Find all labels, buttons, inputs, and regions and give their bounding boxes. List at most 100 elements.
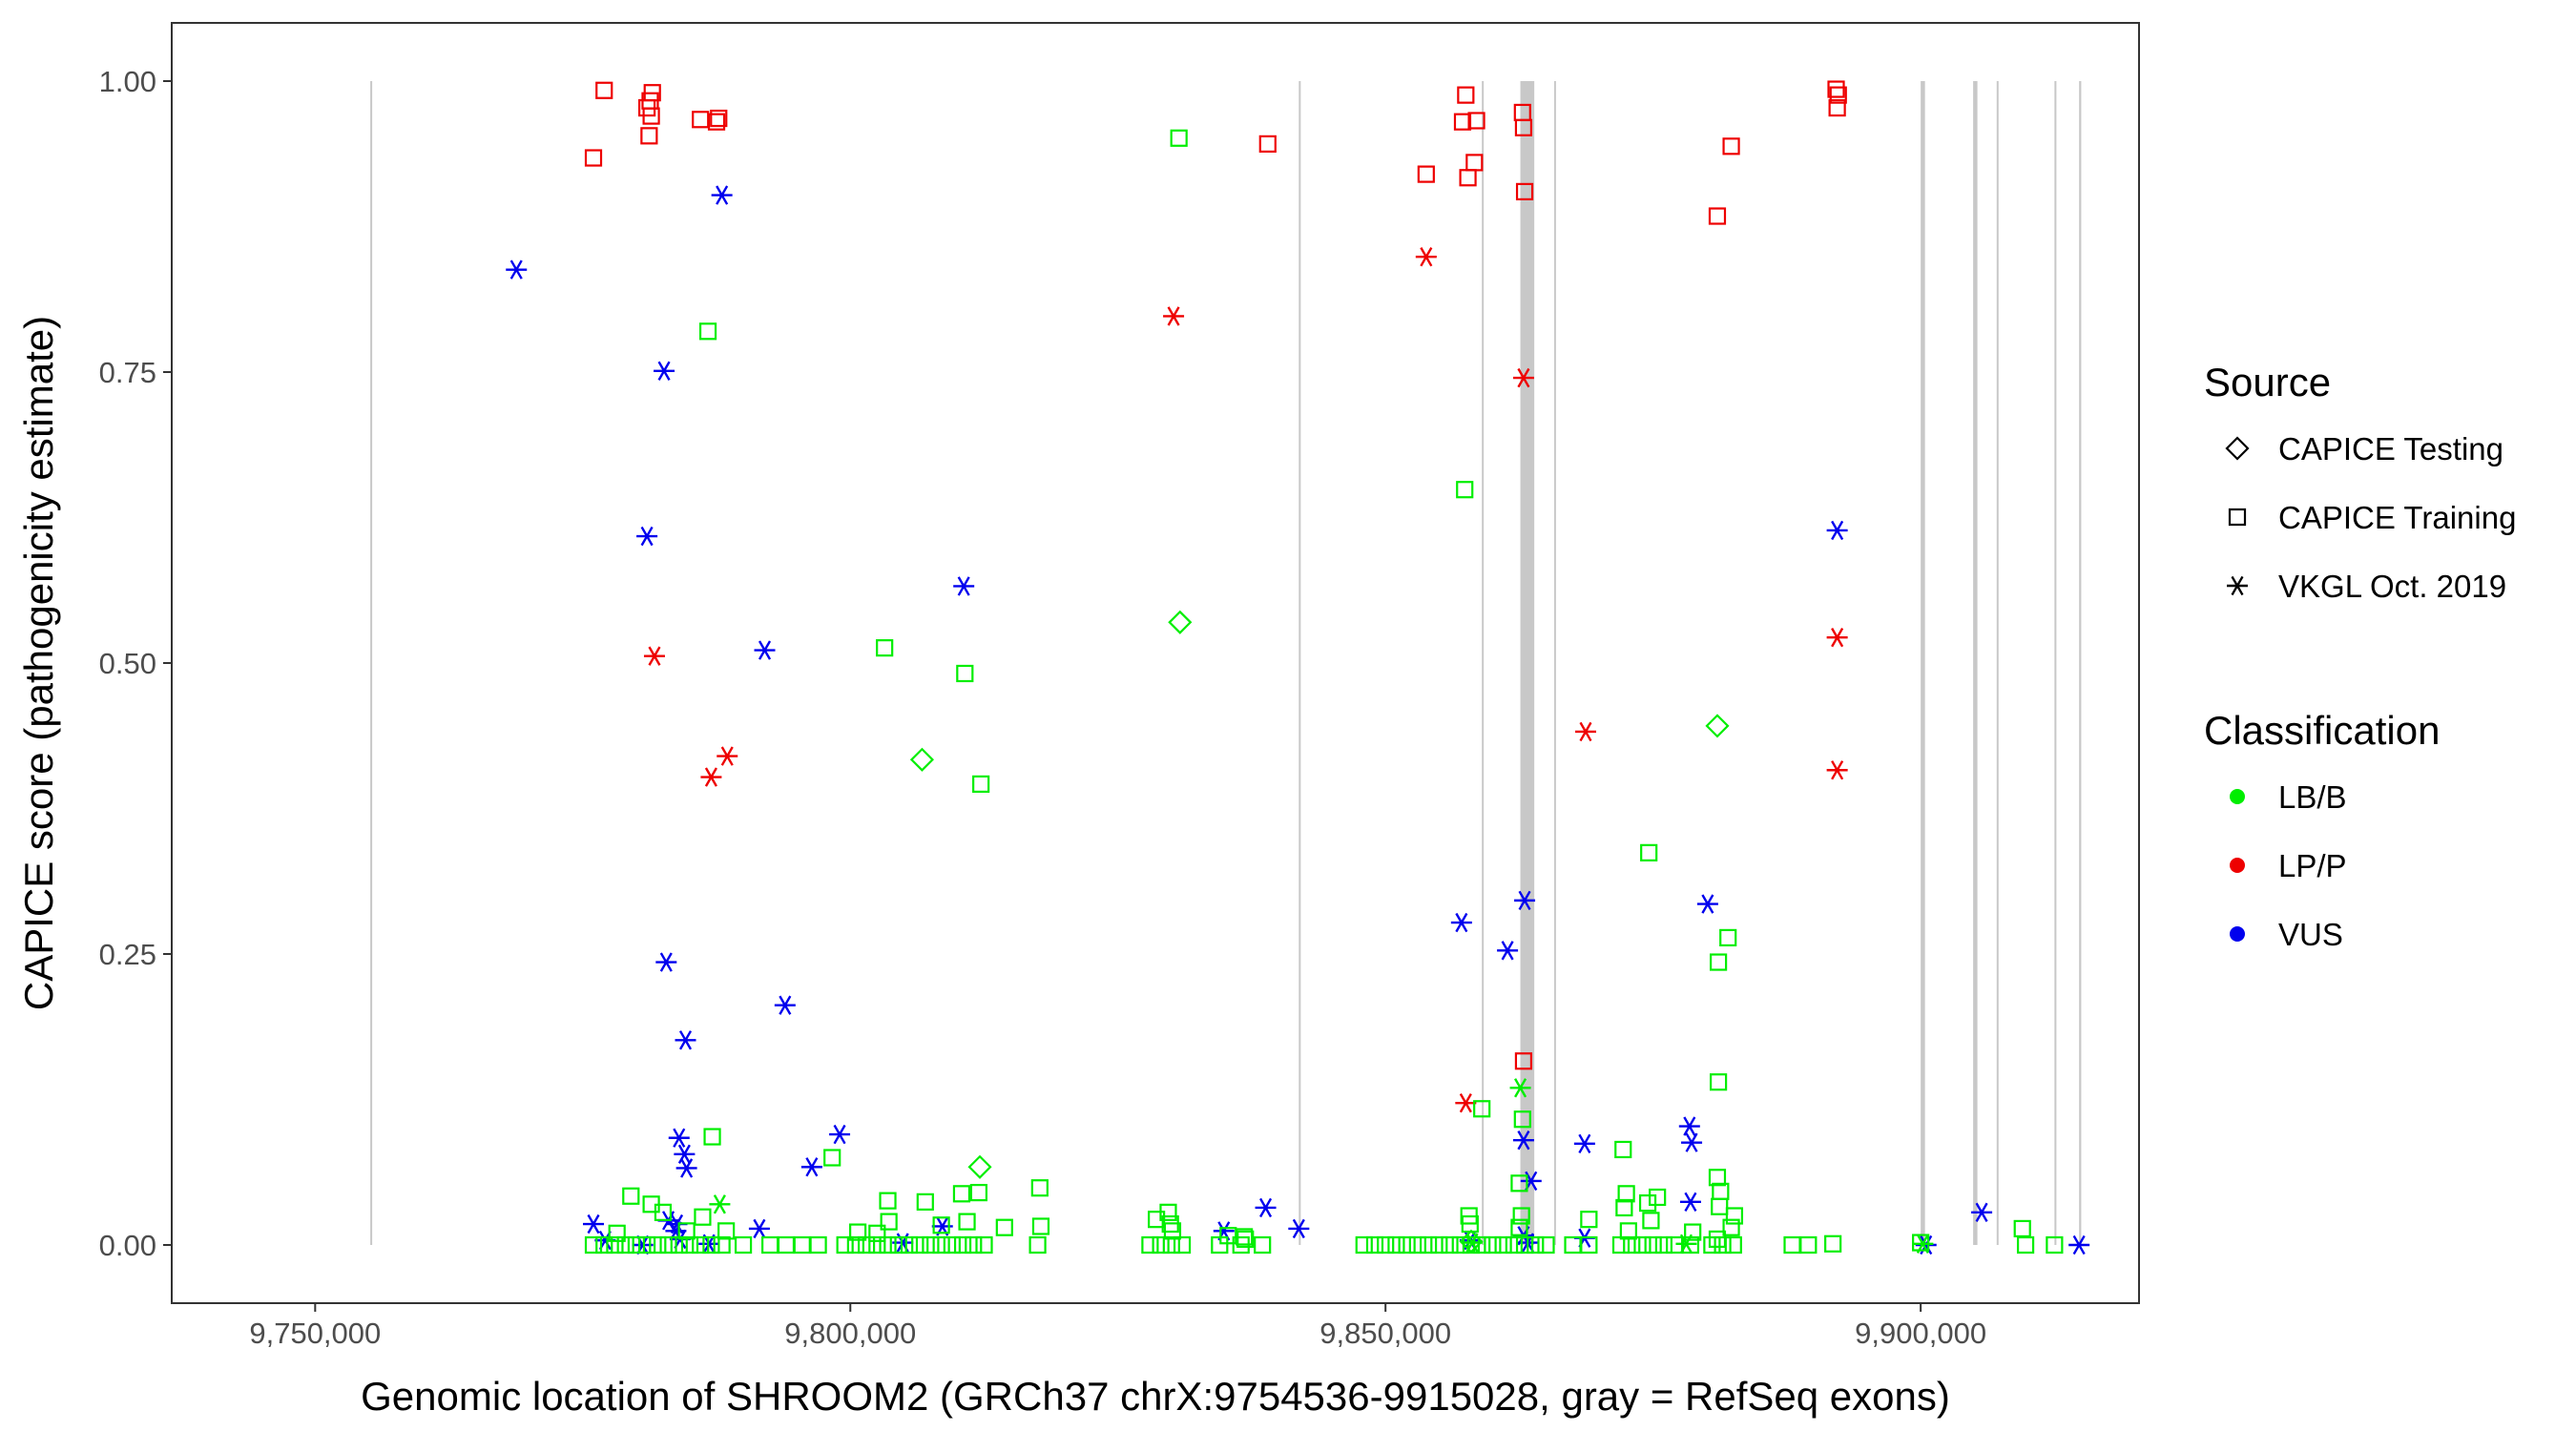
data-point	[668, 1128, 690, 1148]
data-point	[700, 767, 722, 787]
exon-bands	[370, 81, 2082, 1245]
data-point	[707, 113, 726, 131]
data-point	[1684, 1223, 1702, 1241]
series-group	[506, 185, 2090, 1255]
data-point	[1455, 1092, 1477, 1113]
exon-band	[1921, 81, 1925, 1245]
data-point	[2046, 1235, 2064, 1255]
data-point	[1236, 1230, 1255, 1249]
data-point	[995, 1218, 1013, 1236]
data-point	[1232, 1235, 1250, 1255]
exon-band	[2079, 81, 2082, 1245]
data-point	[640, 127, 658, 145]
data-point	[900, 1235, 919, 1255]
data-point	[1030, 1179, 1049, 1197]
data-point	[1710, 1073, 1728, 1091]
data-point	[1580, 1235, 1598, 1255]
data-point	[734, 1235, 753, 1255]
data-point	[1355, 1235, 1373, 1255]
data-point	[1505, 1235, 1523, 1255]
legend: Source CAPICE Testing CAPICE Training VKGL…	[2204, 360, 2516, 952]
data-point	[1611, 1235, 1631, 1255]
data-point	[975, 1235, 993, 1255]
data-point	[1710, 953, 1728, 971]
data-point	[967, 1154, 992, 1179]
data-point	[1971, 1202, 1993, 1223]
data-point	[1705, 714, 1730, 738]
data-point	[1254, 1235, 1272, 1255]
data-point	[675, 1158, 697, 1178]
legend-class-key	[2230, 858, 2245, 873]
data-point	[606, 1235, 624, 1255]
data-point	[1708, 207, 1727, 225]
series-group	[584, 129, 2064, 1255]
legend-source-label: CAPICE Training	[2278, 500, 2516, 535]
data-point	[1163, 1222, 1182, 1240]
data-point	[909, 747, 934, 772]
x-axis-title: Genomic location of SHROOM2 (GRCh37 chrX…	[361, 1374, 1950, 1419]
plot-panel-border	[171, 22, 2140, 1304]
data-point	[675, 1030, 696, 1050]
data-point	[1711, 1197, 1729, 1215]
data-point	[717, 746, 738, 766]
y-axis-title: CAPICE score (pathogenicity estimate)	[16, 316, 61, 1010]
data-point	[1510, 1174, 1528, 1192]
y-tick-label: 0.25	[99, 938, 156, 971]
data-point	[1573, 1133, 1595, 1154]
data-point	[1574, 721, 1596, 742]
legend-class-key	[2230, 926, 2245, 942]
legend-class-label: LP/P	[2278, 848, 2347, 883]
data-point	[1028, 1235, 1047, 1255]
data-point	[800, 1157, 822, 1177]
data-point	[911, 1235, 929, 1255]
data-point	[1365, 1235, 1384, 1255]
data-point	[1377, 1235, 1395, 1255]
data-point	[654, 1203, 673, 1221]
legend-source-key	[2225, 436, 2250, 461]
data-point	[880, 1213, 898, 1231]
data-point	[774, 995, 796, 1015]
data-point	[1722, 137, 1740, 156]
y-tick-label: 1.00	[99, 65, 156, 98]
data-point	[584, 149, 603, 167]
data-point	[698, 322, 717, 341]
exon-band	[1482, 81, 1485, 1245]
data-point	[1617, 1185, 1635, 1203]
data-point	[1509, 1078, 1531, 1098]
data-point	[702, 1235, 720, 1255]
legend-class-items: LB/B LP/P VUS	[2230, 779, 2347, 952]
data-point	[655, 952, 677, 972]
data-point	[1614, 1140, 1632, 1159]
data-point	[2013, 1219, 2031, 1238]
data-point	[680, 1235, 699, 1255]
x-tick-label: 9,800,000	[784, 1317, 916, 1350]
data-point	[1826, 520, 1848, 541]
data-point	[595, 1235, 613, 1255]
data-point	[777, 1235, 796, 1255]
exon-band	[1553, 81, 1556, 1245]
data-point	[1633, 1235, 1652, 1255]
data-point	[823, 1149, 841, 1167]
data-point	[836, 1235, 854, 1255]
exon-band	[1520, 81, 1535, 1245]
data-point	[922, 1235, 940, 1255]
data-point	[1515, 1235, 1534, 1255]
data-point	[846, 1235, 864, 1255]
data-point	[1484, 1235, 1502, 1255]
data-point	[717, 1222, 736, 1240]
axes: 9,750,000 9,800,000 9,850,000 9,900,000 0.00…	[99, 65, 1986, 1350]
data-point	[1826, 627, 1848, 648]
data-point	[703, 1128, 721, 1146]
data-point	[1537, 1235, 1555, 1255]
x-tick-label: 9,750,000	[249, 1317, 381, 1350]
data-point	[1258, 135, 1277, 153]
series-group	[909, 610, 1730, 1254]
data-point	[710, 109, 728, 128]
data-point	[1912, 1234, 1930, 1252]
data-point	[1827, 80, 1845, 98]
y-tick-label: 0.75	[99, 356, 156, 389]
data-point	[1681, 1132, 1703, 1152]
data-point	[584, 1235, 603, 1255]
legend-source-items: CAPICE Testing CAPICE Training VKGL Oct. 2…	[2225, 431, 2516, 604]
